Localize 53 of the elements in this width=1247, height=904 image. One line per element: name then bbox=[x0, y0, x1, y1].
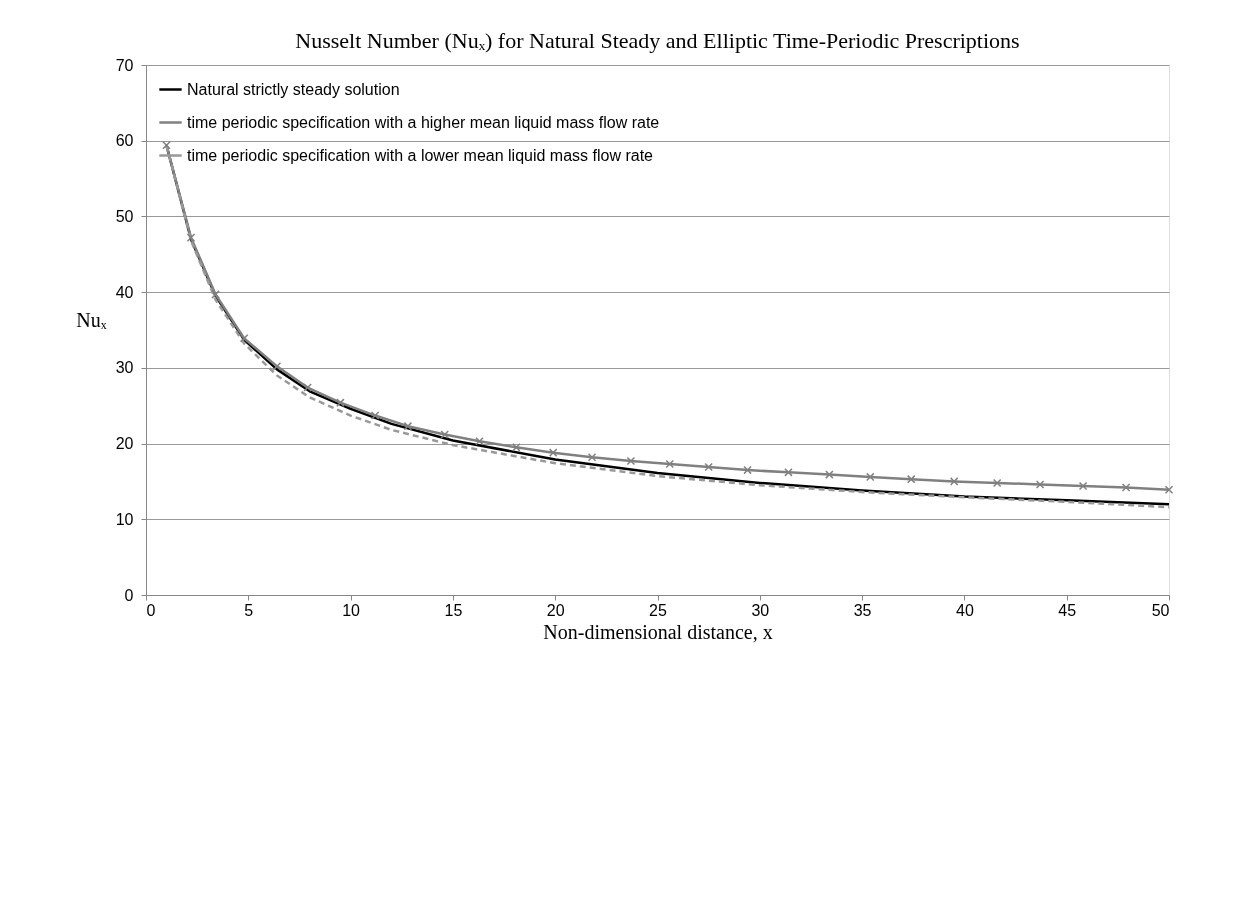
x-tick-label: 50 bbox=[1151, 601, 1170, 619]
x-tick-label: 10 bbox=[342, 601, 361, 619]
point bbox=[211, 290, 220, 299]
point bbox=[784, 468, 793, 477]
legend-label: time periodic specification with a lower mean liquid mass flow rate bbox=[187, 146, 654, 164]
point bbox=[512, 443, 521, 452]
point bbox=[162, 140, 171, 150]
point bbox=[626, 456, 636, 466]
y-tick-label: 50 bbox=[115, 207, 134, 225]
chart-title: Nusselt Number (Nuₓ) for Natural Steady and Elliptic Time-Periodic Prescriptions bbox=[295, 28, 1020, 53]
x-tick-label: 35 bbox=[853, 601, 872, 619]
y-tick-label: 30 bbox=[115, 359, 134, 377]
y-axis-title: Nuₓ bbox=[76, 308, 107, 331]
point bbox=[1164, 485, 1174, 495]
x-tick-label: 30 bbox=[751, 601, 770, 619]
point bbox=[186, 233, 196, 242]
point bbox=[272, 362, 282, 371]
x-tick-label: 45 bbox=[1058, 601, 1077, 619]
point bbox=[825, 470, 834, 479]
point bbox=[239, 334, 249, 343]
point bbox=[704, 462, 713, 472]
point bbox=[949, 477, 959, 486]
point bbox=[403, 421, 413, 431]
point bbox=[906, 474, 916, 484]
legend-label: Natural strictly steady solution bbox=[187, 80, 400, 98]
x-tick-label: 40 bbox=[956, 601, 974, 619]
x-tick-label: 0 bbox=[146, 601, 156, 619]
y-tick-label: 40 bbox=[115, 283, 134, 301]
point bbox=[370, 411, 380, 420]
point bbox=[992, 478, 1002, 488]
y-tick-label: 60 bbox=[115, 132, 134, 150]
point bbox=[1078, 481, 1088, 491]
point bbox=[548, 448, 558, 457]
legend-label: time periodic specification with a higher mean liquid mass flow rate bbox=[187, 113, 660, 131]
x-tick-label: 5 bbox=[244, 601, 254, 619]
point bbox=[743, 465, 752, 475]
point bbox=[665, 459, 675, 469]
x-tick-label: 20 bbox=[546, 601, 565, 619]
point bbox=[303, 383, 312, 392]
y-tick-label: 10 bbox=[115, 510, 134, 528]
x-axis-title: Non-dimensional distance, x bbox=[543, 620, 773, 643]
point bbox=[1121, 483, 1131, 492]
y-tick-label: 0 bbox=[124, 586, 134, 604]
x-tick-label: 15 bbox=[444, 601, 463, 619]
point bbox=[866, 472, 875, 482]
x-tick-label: 25 bbox=[649, 601, 667, 619]
y-tick-label: 70 bbox=[115, 56, 134, 74]
point bbox=[1035, 480, 1045, 489]
point bbox=[587, 452, 597, 462]
point bbox=[336, 398, 345, 407]
y-tick-label: 20 bbox=[115, 435, 134, 453]
point bbox=[440, 430, 449, 439]
point bbox=[475, 437, 484, 446]
